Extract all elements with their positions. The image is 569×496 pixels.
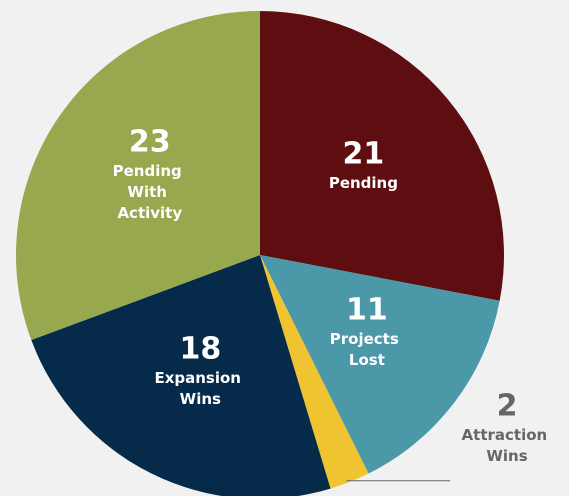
label-line: Projects xyxy=(330,330,404,348)
label-line: Wins xyxy=(180,390,221,408)
pie-slice xyxy=(260,255,500,474)
label-line: Activity xyxy=(117,203,182,221)
pie-slice xyxy=(31,255,331,496)
value-label: 21 xyxy=(343,136,385,171)
label-line: Pending xyxy=(329,173,398,191)
category-label: Pending With Activity xyxy=(113,161,187,221)
category-label: Pending xyxy=(329,173,398,191)
pie-slice xyxy=(260,11,504,301)
value-label: 18 xyxy=(179,332,221,367)
label-line: With xyxy=(127,182,172,200)
value-label: 2 xyxy=(497,389,518,424)
label-line: Pending xyxy=(113,161,187,179)
pie-slice xyxy=(260,255,369,489)
pie-slice xyxy=(15,11,261,341)
category-label: Projects Lost xyxy=(330,330,404,369)
value-label: 23 xyxy=(129,124,171,159)
label-line: Lost xyxy=(349,351,385,369)
label-line: Expansion xyxy=(154,369,246,387)
label-line: Attraction xyxy=(462,426,553,444)
category-label: Expansion Wins xyxy=(154,369,246,408)
value-label: 11 xyxy=(346,293,388,328)
category-label: Attraction Wins xyxy=(462,426,553,465)
label-line: Wins xyxy=(486,447,527,465)
